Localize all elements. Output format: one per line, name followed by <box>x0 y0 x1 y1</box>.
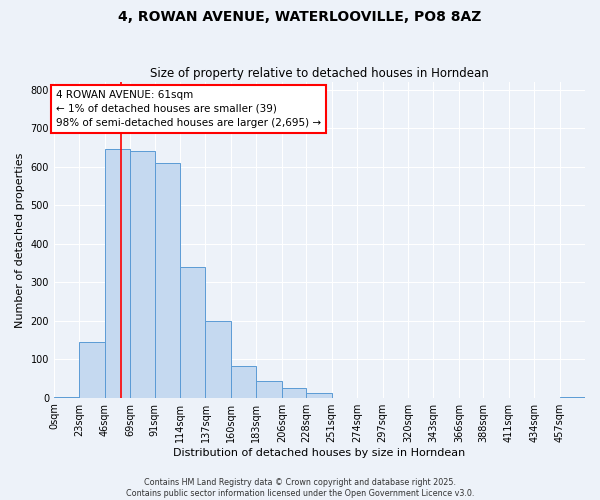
Bar <box>231 366 256 398</box>
Bar <box>155 163 180 398</box>
Bar <box>306 393 332 398</box>
Text: Contains HM Land Registry data © Crown copyright and database right 2025.
Contai: Contains HM Land Registry data © Crown c… <box>126 478 474 498</box>
Text: 4, ROWAN AVENUE, WATERLOOVILLE, PO8 8AZ: 4, ROWAN AVENUE, WATERLOOVILLE, PO8 8AZ <box>118 10 482 24</box>
Bar <box>180 267 205 398</box>
Bar <box>256 381 282 398</box>
Bar <box>130 152 155 398</box>
Bar <box>205 320 231 398</box>
Text: 4 ROWAN AVENUE: 61sqm
← 1% of detached houses are smaller (39)
98% of semi-detac: 4 ROWAN AVENUE: 61sqm ← 1% of detached h… <box>56 90 321 128</box>
X-axis label: Distribution of detached houses by size in Horndean: Distribution of detached houses by size … <box>173 448 466 458</box>
Bar <box>79 342 105 398</box>
Bar <box>54 396 79 398</box>
Y-axis label: Number of detached properties: Number of detached properties <box>15 152 25 328</box>
Bar <box>105 150 130 398</box>
Title: Size of property relative to detached houses in Horndean: Size of property relative to detached ho… <box>150 66 489 80</box>
Bar <box>560 397 585 398</box>
Bar <box>282 388 306 398</box>
